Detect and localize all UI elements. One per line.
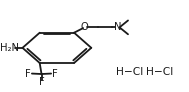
Text: H₂N: H₂N	[0, 43, 19, 53]
Text: N: N	[114, 22, 122, 32]
Text: F: F	[52, 69, 58, 79]
Text: H−Cl: H−Cl	[146, 67, 174, 77]
Text: O: O	[81, 22, 88, 32]
Text: F: F	[39, 77, 44, 87]
Text: F: F	[25, 69, 31, 79]
Text: H−Cl: H−Cl	[116, 67, 143, 77]
